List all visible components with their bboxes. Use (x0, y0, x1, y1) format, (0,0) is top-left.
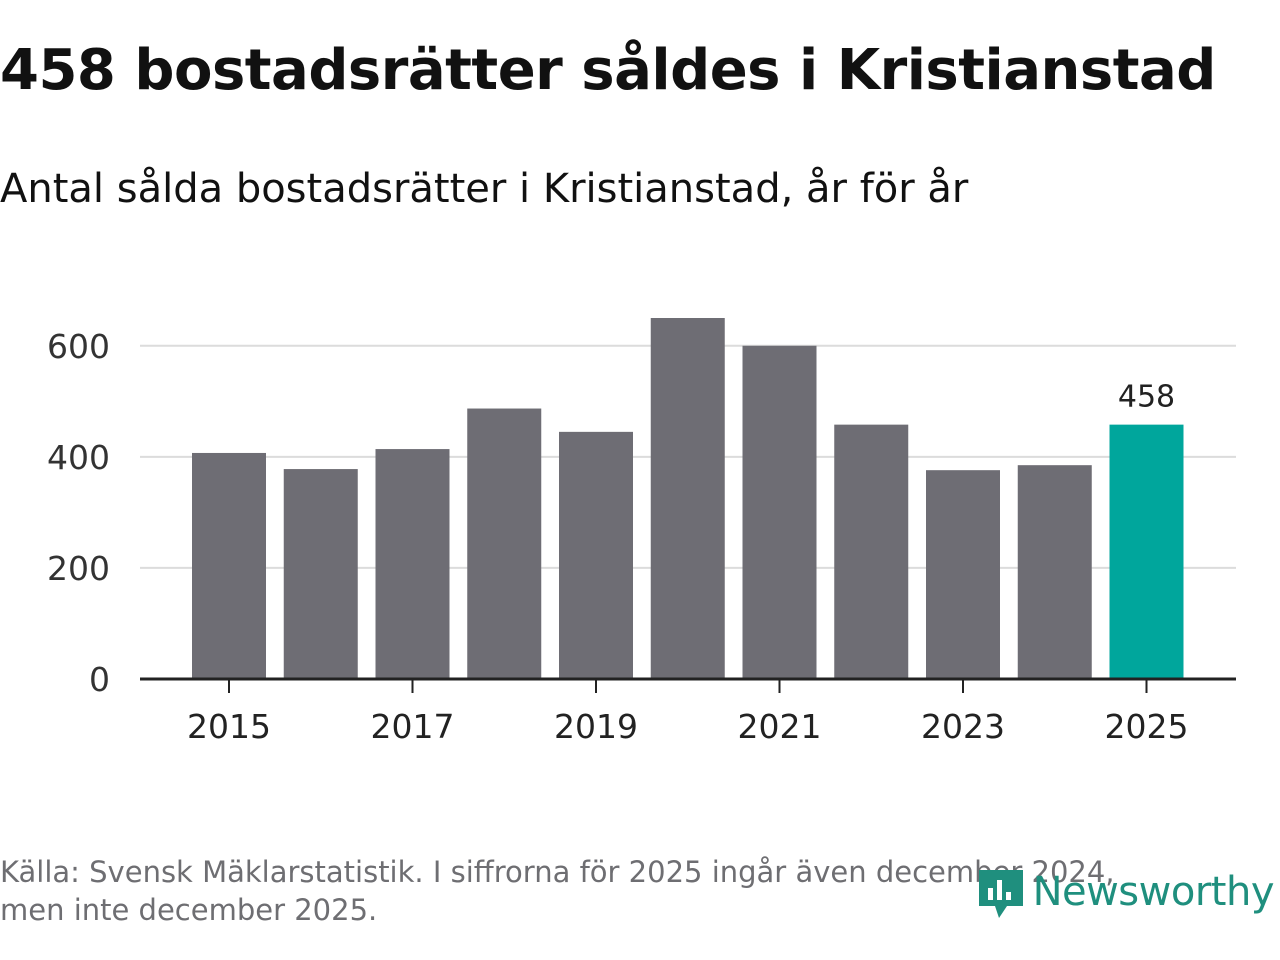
bar-2018 (467, 408, 542, 679)
value-label-2025: 458 (1118, 380, 1175, 415)
bar-2019 (559, 431, 633, 679)
bar-chart: 0 200 400 600 2015 2017 2019 2021 2023 2025 458 (47, 318, 1236, 746)
source-line-1: Källa: Svensk Mäklarstatistik. I siffror… (0, 855, 1115, 889)
bar-2022 (834, 424, 909, 679)
y-tick-label-200: 200 (47, 549, 110, 588)
newsworthy-logo-icon (978, 870, 1023, 918)
x-tick-label-2023: 2023 (921, 707, 1005, 746)
bar-2016 (283, 469, 358, 679)
newsworthy-logo-text: Newsworthy (1032, 869, 1275, 915)
bars (192, 318, 1184, 679)
chart-subtitle: Antal sålda bostadsrätter i Kristianstad… (0, 166, 969, 212)
bar-2021 (742, 345, 817, 679)
x-tick-label-2025: 2025 (1105, 707, 1189, 746)
source-note: Källa: Svensk Mäklarstatistik. I siffror… (0, 853, 1220, 929)
bar-2015 (192, 452, 266, 679)
source-line-2: men inte december 2025. (0, 893, 378, 927)
x-tick-label-2021: 2021 (738, 707, 822, 746)
bar-2017 (375, 449, 450, 679)
labels: 0 200 400 600 2015 2017 2019 2021 2023 2025 458 (47, 327, 1188, 746)
axes (140, 677, 1236, 693)
newsworthy-logo: Newsworthy (975, 862, 1275, 922)
x-tick-label-2017: 2017 (371, 707, 455, 746)
bar-2020 (650, 318, 725, 679)
y-tick-label-400: 400 (47, 438, 110, 477)
x-tick-label-2019: 2019 (554, 707, 638, 746)
x-tick-label-2015: 2015 (187, 707, 271, 746)
bar-2023 (926, 470, 1000, 679)
y-tick-label-600: 600 (47, 327, 110, 366)
bar-2024 (1017, 465, 1092, 679)
chart-title: 458 bostadsrätter såldes i Kristianstad (0, 38, 1216, 103)
bar-2025 (1109, 424, 1184, 679)
y-tick-label-0: 0 (89, 660, 110, 699)
